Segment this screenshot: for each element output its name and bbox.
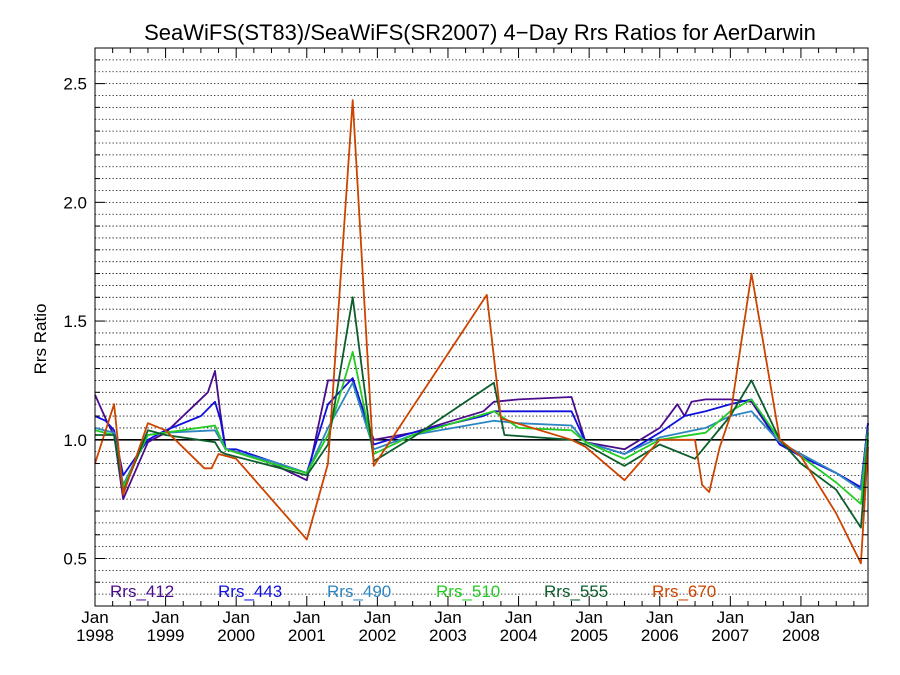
- x-tick-year: 2000: [217, 626, 255, 645]
- x-tick-year: 2001: [288, 626, 326, 645]
- x-tick-month: Jan: [152, 608, 179, 627]
- plot-frame: [94, 47, 869, 607]
- x-tick-month: Jan: [717, 608, 744, 627]
- x-tick-month: Jan: [293, 608, 320, 627]
- series-line-rrs-510: [94, 350, 869, 505]
- x-tick-year: 1998: [76, 626, 114, 645]
- y-tick-label: 1.0: [63, 431, 87, 450]
- legend-label-rrs-670: Rrs_670: [652, 582, 716, 601]
- series-line-rrs-443: [94, 377, 869, 489]
- x-tick-month: Jan: [505, 608, 532, 627]
- x-tick-year: 1999: [147, 626, 185, 645]
- y-axis-label: Rrs Ratio: [31, 304, 50, 375]
- x-tick-year: 2007: [711, 626, 749, 645]
- y-tick-label: 2.5: [63, 75, 87, 94]
- series-line-rrs-670: [94, 99, 869, 565]
- grid-lines: [95, 59, 868, 595]
- x-tick-month: Jan: [222, 608, 249, 627]
- x-tick-year: 2004: [500, 626, 538, 645]
- legend-label-rrs-412: Rrs_412: [110, 582, 174, 601]
- legend-label-rrs-490: Rrs_490: [327, 582, 391, 601]
- legend-label-rrs-443: Rrs_443: [218, 582, 282, 601]
- y-tick-label: 1.5: [63, 312, 87, 331]
- x-tick-month: Jan: [434, 608, 461, 627]
- legend-label-rrs-510: Rrs_510: [436, 582, 500, 601]
- x-tick-year: 2008: [782, 626, 820, 645]
- x-tick-month: Jan: [787, 608, 814, 627]
- y-tick-label: 0.5: [63, 550, 87, 569]
- x-tick-month: Jan: [364, 608, 391, 627]
- legend-label-rrs-555: Rrs_555: [544, 582, 608, 601]
- series-line-rrs-412: [94, 369, 869, 501]
- axes: 0.51.01.52.02.5Jan1998Jan1999Jan2000Jan2…: [63, 48, 868, 645]
- x-tick-month: Jan: [81, 608, 108, 627]
- x-tick-year: 2005: [570, 626, 608, 645]
- x-tick-month: Jan: [575, 608, 602, 627]
- x-tick-year: 2002: [358, 626, 396, 645]
- series-line-rrs-555: [95, 296, 869, 529]
- x-tick-year: 2006: [641, 626, 679, 645]
- series-line-rrs-490: [94, 381, 869, 491]
- legend: Rrs_412 Rrs_443 Rrs_490 Rrs_510 Rrs_555 Rrs_6…: [110, 582, 716, 601]
- series-lines: [94, 99, 869, 565]
- y-tick-label: 2.0: [63, 193, 87, 212]
- x-tick-year: 2003: [429, 626, 467, 645]
- chart-title: SeaWiFS(ST83)/SeaWiFS(SR2007) 4−Day Rrs …: [144, 20, 816, 45]
- x-tick-month: Jan: [646, 608, 673, 627]
